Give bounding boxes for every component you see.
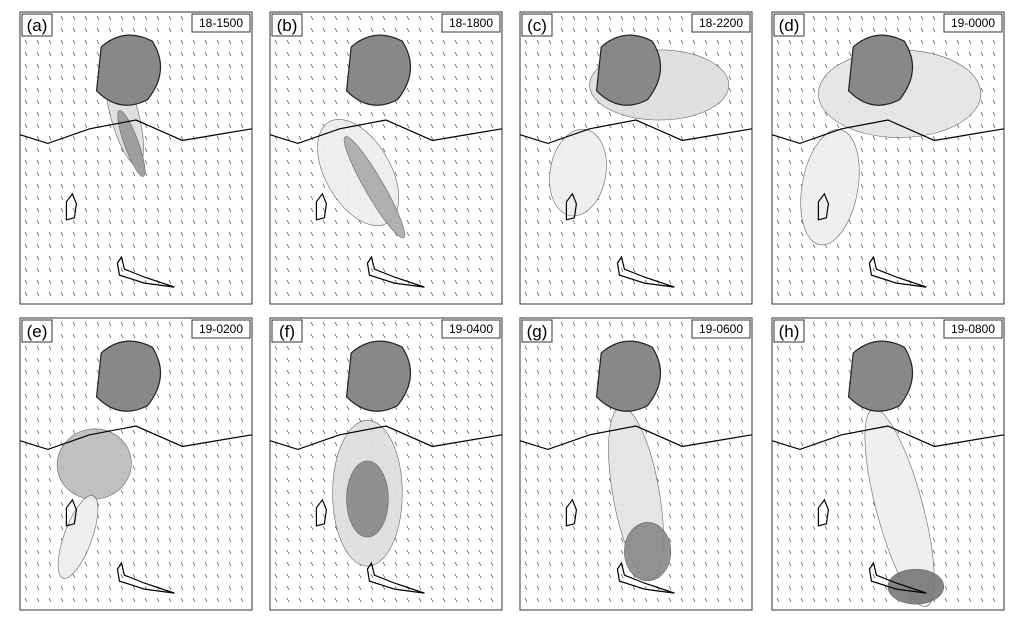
plume [347, 461, 389, 537]
source-blob [97, 341, 161, 411]
panel-time: 18-1800 [449, 16, 493, 30]
panel-label: (f) [279, 322, 295, 341]
plume [624, 522, 670, 580]
map-panel: (g) 19-0600 [520, 318, 752, 610]
source-blob [97, 35, 161, 105]
panel-time: 18-2200 [699, 16, 743, 30]
panel-label: (h) [779, 322, 800, 341]
panel-time: 19-0400 [449, 322, 493, 336]
panel-time: 19-0600 [699, 322, 743, 336]
panel-label: (e) [27, 322, 48, 341]
source-blob [849, 341, 913, 411]
map-panel: (a) 18-1500 [20, 12, 252, 304]
source-blob [849, 35, 913, 105]
panel-label: (b) [277, 16, 298, 35]
map-panel: (f) 19-0400 [270, 318, 502, 610]
figure: (a) 18-1500 (b) 18-1800 (c) 18-2200 (d) 19-0000… [0, 0, 1009, 626]
map-panel: (h) 19-0800 [772, 318, 1004, 613]
map-panel: (d) 19-0000 [772, 12, 1004, 304]
map-panel: (b) 18-1800 [270, 12, 502, 304]
map-panel: (c) 18-2200 [520, 12, 752, 304]
panel-time: 18-1500 [199, 16, 243, 30]
panel-time: 19-0000 [951, 16, 995, 30]
panel-label: (a) [27, 16, 48, 35]
panel-label: (c) [527, 16, 547, 35]
plume [888, 569, 944, 604]
map-panel: (e) 19-0200 [20, 318, 252, 610]
panel-label: (d) [779, 16, 800, 35]
panel-label: (g) [527, 322, 548, 341]
panel-time: 19-0800 [951, 322, 995, 336]
panel-time: 19-0200 [199, 322, 243, 336]
source-blob [347, 341, 411, 411]
source-blob [597, 341, 661, 411]
source-blob [597, 35, 661, 105]
source-blob [347, 35, 411, 105]
